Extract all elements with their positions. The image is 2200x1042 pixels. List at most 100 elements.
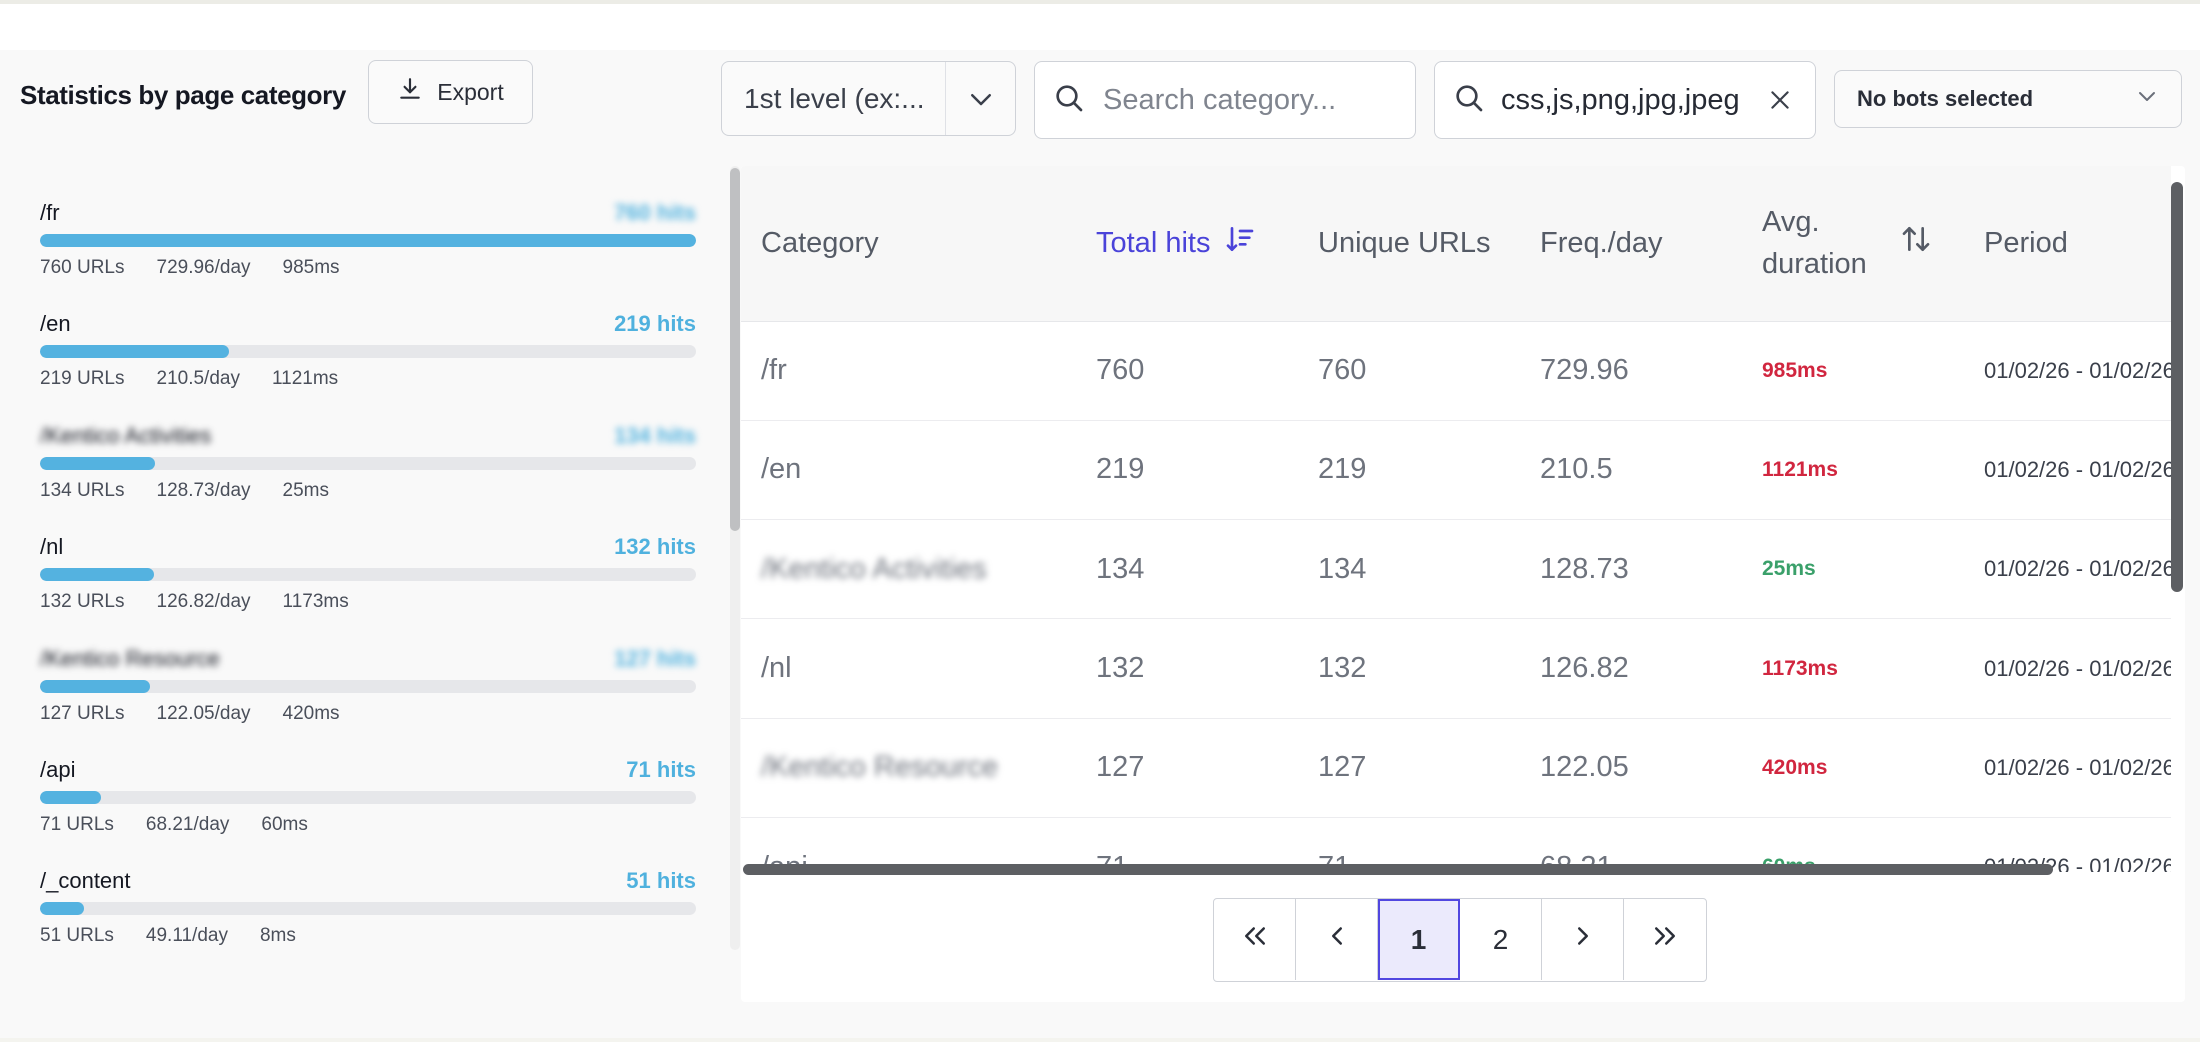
list-item[interactable]: /en 219 hits 219 URLs 210.5/day 1121ms (40, 311, 696, 422)
col-avg-duration[interactable]: Avg. duration (1742, 166, 1964, 322)
cell-period: 01/02/26 - 01/02/26 (1964, 321, 2171, 421)
col-unique-urls[interactable]: Unique URLs (1298, 166, 1520, 322)
table-row[interactable]: /en 219 219 210.5 1121ms 01/02/26 - 01/02/26 (741, 420, 2171, 521)
extension-filter-input[interactable] (1501, 83, 1749, 117)
search-input[interactable] (1103, 83, 1383, 117)
category-hits: 127 hits (614, 645, 696, 671)
page-button-2[interactable]: 2 (1460, 899, 1542, 980)
list-item[interactable]: /_content 51 hits 51 URLs 49.11/day 8ms (40, 868, 696, 979)
list-item[interactable]: /api 71 hits 71 URLs 68.21/day 60ms (40, 757, 696, 868)
category-duration: 8ms (259, 925, 296, 947)
category-search[interactable] (1034, 61, 1416, 139)
extension-filter[interactable] (1434, 61, 1816, 139)
category-duration: 985ms (282, 257, 340, 278)
cell-unique-urls: 71 (1298, 817, 1520, 872)
col-unique-urls-label: Unique URLs (1318, 226, 1491, 259)
category-per-day: 128.73/day (156, 479, 251, 501)
search-icon (1453, 82, 1485, 119)
list-item[interactable]: /Kentico Resource 127 hits 127 URLs 122.… (40, 646, 696, 757)
table-scroll-area[interactable]: Category Total hits Unique URLs Freq./da… (741, 166, 2171, 872)
horizontal-scrollbar[interactable] (743, 864, 2053, 875)
hits-bar (40, 345, 696, 359)
col-category-label: Category (761, 226, 879, 259)
list-scrollbar-track[interactable] (730, 166, 740, 950)
table-row[interactable]: /nl 132 132 126.82 1173ms 01/02/26 - 01/02/26 (741, 618, 2171, 719)
col-period[interactable]: Period (1964, 166, 2171, 322)
list-item[interactable]: /fr 760 hits 760 URLs 729.96/day 985ms (40, 200, 696, 311)
category-duration: 420ms (282, 702, 340, 724)
table-header-row: Category Total hits Unique URLs Freq./da… (741, 166, 2171, 322)
col-freq-label: Freq./day (1540, 226, 1663, 259)
category-name: /Kentico Resource (40, 645, 220, 671)
cell-freq: 729.96 (1520, 321, 1742, 421)
category-hits: 51 hits (626, 868, 696, 894)
category-urls: 127 URLs (40, 702, 125, 724)
prev-page-button[interactable] (1296, 899, 1378, 980)
category-urls: 219 URLs (40, 368, 125, 390)
category-duration: 60ms (261, 813, 308, 835)
cell-unique-urls: 127 (1298, 718, 1520, 818)
hits-bar (40, 456, 696, 470)
download-icon (397, 76, 423, 108)
category-per-day: 49.11/day (145, 925, 228, 947)
next-page-button[interactable] (1542, 899, 1624, 980)
category-name: /_content (40, 868, 131, 894)
hits-bar (40, 679, 696, 693)
category-hits: 132 hits (614, 534, 696, 560)
sort-toggle-icon[interactable] (1900, 223, 1932, 263)
hits-bar-fill (40, 679, 150, 693)
table-row[interactable]: /Kentico Activities 134 134 128.73 25ms 01/02… (741, 519, 2171, 620)
close-icon[interactable] (1765, 85, 1795, 115)
cell-unique-urls: 219 (1298, 420, 1520, 521)
cell-total-hits: 132 (1076, 618, 1298, 719)
first-page-button[interactable] (1214, 899, 1296, 980)
double-chevron-left-icon (1240, 921, 1270, 958)
export-label: Export (437, 78, 504, 105)
page-title: Statistics by page category (20, 80, 346, 110)
cell-total-hits: 219 (1076, 420, 1298, 521)
cell-avg-duration: 985ms (1742, 321, 1964, 421)
export-button[interactable]: Export (368, 60, 533, 124)
level-select-value: 1st level (ex:... (744, 82, 925, 114)
list-item[interactable]: /Kentico Activities 134 hits 134 URLs 12… (40, 423, 696, 534)
search-icon (1053, 82, 1085, 119)
hits-bar (40, 234, 696, 247)
list-scrollbar-thumb[interactable] (730, 168, 740, 531)
category-name: /api (40, 756, 76, 782)
category-name: /fr (40, 200, 60, 225)
page-button-1[interactable]: 1 (1378, 899, 1460, 980)
bots-select-value: No bots selected (1857, 86, 2034, 111)
hits-bar-fill (40, 456, 156, 470)
cell-unique-urls: 760 (1298, 321, 1520, 421)
cell-total-hits: 127 (1076, 718, 1298, 818)
table-row[interactable]: /Kentico Resource 127 127 122.05 420ms 01/02/… (741, 718, 2171, 818)
cell-avg-duration: 25ms (1742, 519, 1964, 620)
table-row[interactable]: /fr 760 760 729.96 985ms 01/02/26 - 01/02/26 (741, 321, 2171, 421)
list-item[interactable]: /nl 132 hits 132 URLs 126.82/day 1173ms (40, 534, 696, 645)
col-total-hits[interactable]: Total hits (1076, 166, 1298, 322)
category-per-day: 729.96/day (156, 257, 251, 278)
chevron-down-icon[interactable] (945, 62, 1015, 135)
level-select[interactable]: 1st level (ex:... (721, 61, 1016, 136)
category-per-day: 122.05/day (156, 702, 251, 724)
hits-bar (40, 568, 696, 582)
category-hits: 219 hits (614, 311, 696, 337)
cell-period: 01/02/26 - 01/02/26 (1964, 519, 2171, 620)
cell-avg-duration: 1121ms (1742, 420, 1964, 521)
stats-table-panel: Category Total hits Unique URLs Freq./da… (741, 166, 2185, 1002)
cell-category: /nl (741, 618, 1076, 719)
col-freq[interactable]: Freq./day (1520, 166, 1742, 322)
cell-category: /en (741, 420, 1076, 521)
last-page-button[interactable] (1624, 899, 1706, 980)
category-urls: 134 URLs (40, 479, 125, 501)
sort-descending-icon[interactable] (1224, 223, 1256, 263)
category-urls: 51 URLs (40, 925, 114, 947)
bots-select[interactable]: No bots selected (1834, 70, 2182, 128)
vertical-scrollbar[interactable] (2171, 182, 2183, 592)
cell-unique-urls: 134 (1298, 519, 1520, 620)
col-category[interactable]: Category (741, 166, 1076, 322)
chevron-left-icon (1322, 921, 1352, 958)
hits-bar-fill (40, 345, 229, 359)
pagination: 1 2 (1213, 898, 1707, 982)
